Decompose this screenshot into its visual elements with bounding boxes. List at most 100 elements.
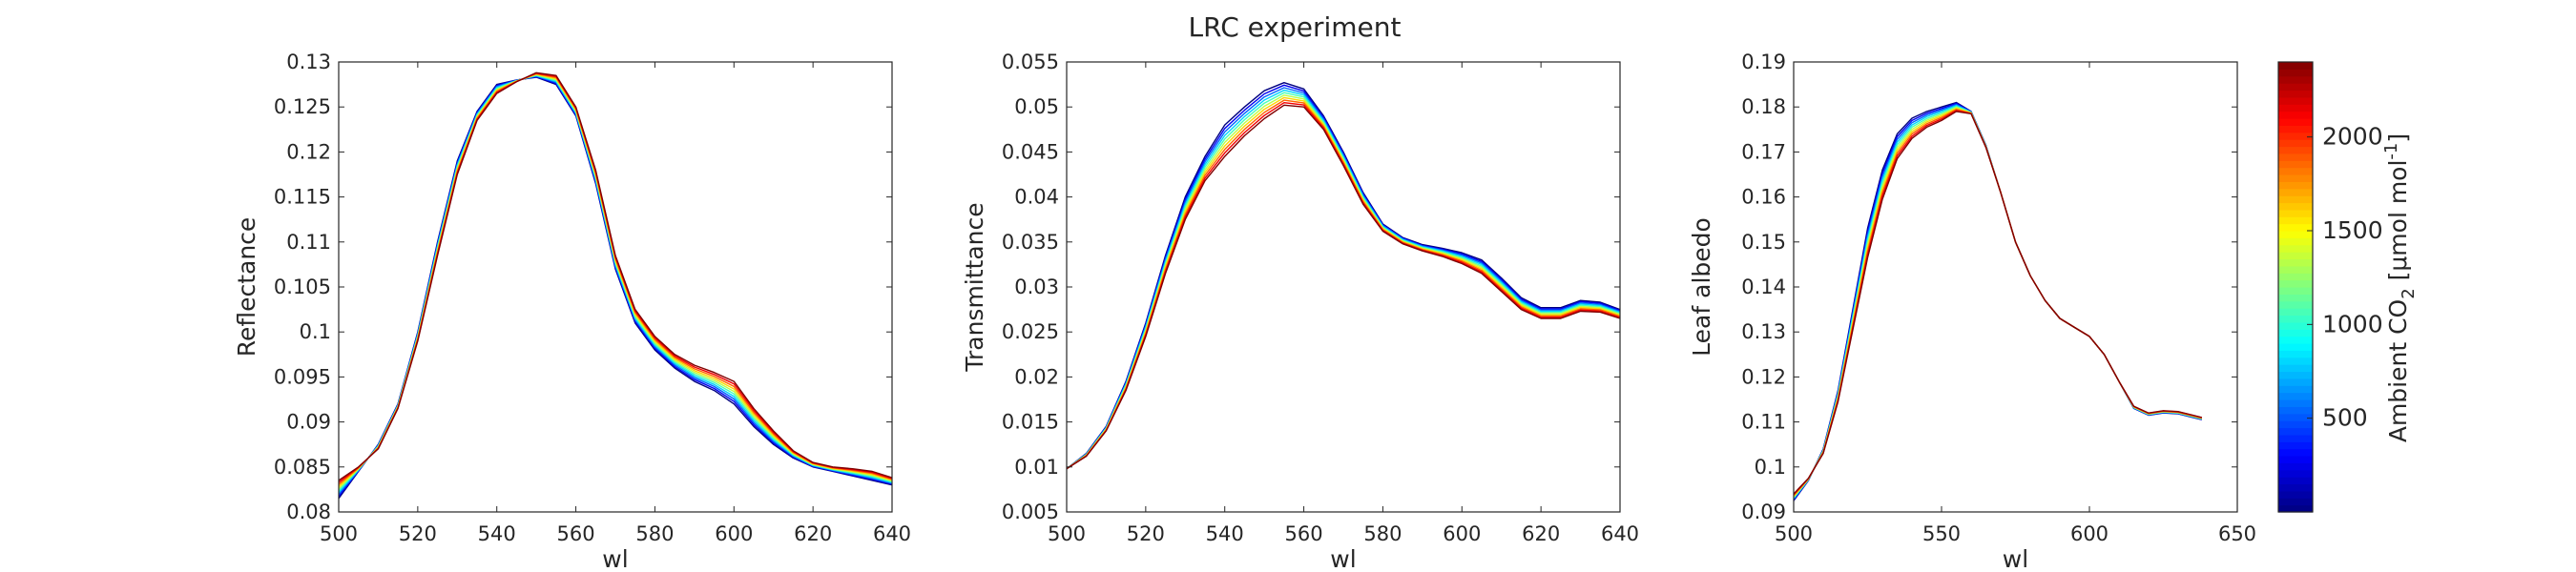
series-line (338, 72, 893, 481)
colorbar-band (2278, 90, 2313, 98)
x-tick-label: 640 (873, 522, 911, 545)
y-tick-label: 0.03 (1014, 276, 1059, 298)
y-tick-label: 0.1 (300, 320, 331, 343)
series-line (1066, 84, 1621, 470)
panel-reflectance: 500 520 540 560 580 600 620 640 0.08 0.085 0.09 0.0… (233, 51, 911, 572)
y-tick-label: 0.12 (286, 140, 331, 163)
x-tick-label: 500 (1775, 522, 1813, 545)
x-tick-label: 580 (1363, 522, 1402, 545)
colorbar-band (2278, 273, 2313, 281)
colorbar-band (2278, 195, 2313, 204)
colorbar-band (2278, 483, 2313, 492)
series-line (338, 75, 893, 498)
series-line (338, 74, 893, 493)
y-tick-label: 0.13 (1741, 320, 1786, 343)
colorbar-frame (2277, 61, 2314, 513)
y-tick-label: 0.14 (1741, 276, 1786, 298)
colorbar-band (2278, 378, 2313, 386)
x-tick-label: 540 (1206, 522, 1244, 545)
colorbar-band (2278, 174, 2313, 182)
colorbar-tick-label: 1500 (2322, 216, 2383, 244)
x-tick-label: 550 (1922, 522, 1961, 545)
x-tick-label: 560 (1285, 522, 1323, 545)
colorbar-band (2278, 300, 2313, 309)
series-line (338, 72, 893, 485)
series-line (1066, 89, 1621, 470)
colorbar-band (2278, 462, 2313, 471)
colorbar-band (2278, 258, 2313, 267)
colorbar-band (2278, 456, 2313, 463)
colorbar-band (2278, 153, 2313, 161)
colorbar-band (2278, 413, 2313, 421)
colorbar-band (2278, 104, 2313, 112)
series-line (1066, 87, 1621, 470)
y-tick-label: 0.025 (1002, 320, 1059, 343)
colorbar-band (2278, 231, 2313, 238)
colorbar-band (2278, 69, 2313, 77)
axes-frame (338, 61, 893, 513)
axes-frame (1066, 61, 1621, 513)
y-tick-label: 0.04 (1014, 186, 1059, 209)
series-line (1793, 104, 2202, 500)
colorbar-gradient (2278, 62, 2313, 513)
colorbar-band (2278, 321, 2313, 330)
x-axis-label: wl (1330, 545, 1356, 572)
colorbar-band (2278, 498, 2313, 506)
colorbar-band (2278, 336, 2313, 344)
y-tick-label: 0.08 (286, 500, 331, 523)
panel-leaf-albedo: 500 550 600 650 0.09 0.1 0.11 0.12 0.13 0.14 0.15 0… (1688, 51, 2256, 572)
x-tick-label: 520 (1127, 522, 1165, 545)
colorbar-ticks: 500 1000 1500 2000 (2307, 123, 2383, 432)
y-tick-label: 0.01 (1014, 456, 1059, 479)
colorbar-band (2278, 62, 2313, 70)
colorbar-tick-label: 500 (2322, 404, 2368, 432)
x-tick-label: 500 (1048, 522, 1086, 545)
x-tick-label: 500 (320, 522, 358, 545)
y-tick-label: 0.05 (1014, 95, 1059, 118)
y-tick-label: 0.015 (1002, 411, 1059, 434)
x-tick-label: 600 (715, 522, 753, 545)
y-tick-label: 0.105 (274, 276, 331, 298)
y-tick-label: 0.11 (1741, 411, 1786, 434)
colorbar-band (2278, 139, 2313, 148)
y-tick-label: 0.12 (1741, 365, 1786, 388)
colorbar-band (2278, 132, 2313, 140)
colorbar-band (2278, 329, 2313, 337)
x-tick-label: 600 (2070, 522, 2109, 545)
colorbar-band (2278, 160, 2313, 169)
y-tick-label: 0.115 (274, 186, 331, 209)
x-tick-label: 560 (557, 522, 595, 545)
colorbar-band (2278, 490, 2313, 499)
colorbar-band (2278, 399, 2313, 407)
series-group (1793, 101, 2202, 501)
x-tick-label: 640 (1601, 522, 1639, 545)
series-line (338, 73, 893, 489)
colorbar-band (2278, 371, 2313, 379)
series-line (1793, 111, 2202, 495)
x-tick-label: 620 (794, 522, 832, 545)
series-line (1066, 82, 1621, 470)
colorbar-band (2278, 357, 2313, 365)
y-tick-label: 0.045 (1002, 140, 1059, 163)
colorbar-band (2278, 181, 2313, 190)
colorbar-band (2278, 448, 2313, 457)
colorbar-band (2278, 315, 2313, 323)
series-line (1066, 104, 1621, 470)
x-tick-label: 520 (399, 522, 437, 545)
colorbar-band (2278, 118, 2313, 126)
colorbar-band (2278, 385, 2313, 394)
y-tick-label: 0.18 (1741, 95, 1786, 118)
colorbar-band (2278, 279, 2313, 288)
x-axis-label: wl (2003, 545, 2028, 572)
series-group (1066, 82, 1621, 470)
series-line (338, 73, 893, 487)
colorbar-band (2278, 202, 2313, 211)
colorbar-band (2278, 294, 2313, 302)
x-tick-label: 620 (1522, 522, 1560, 545)
x-tick-label: 650 (2218, 522, 2256, 545)
colorbar-tick-label: 2000 (2322, 123, 2383, 151)
colorbar: 500 1000 1500 2000 Ambient CO2 [μmol mol-1] (2277, 61, 2419, 513)
y-axis-label: Transmittance (961, 202, 988, 372)
y-tick-label: 0.16 (1741, 186, 1786, 209)
